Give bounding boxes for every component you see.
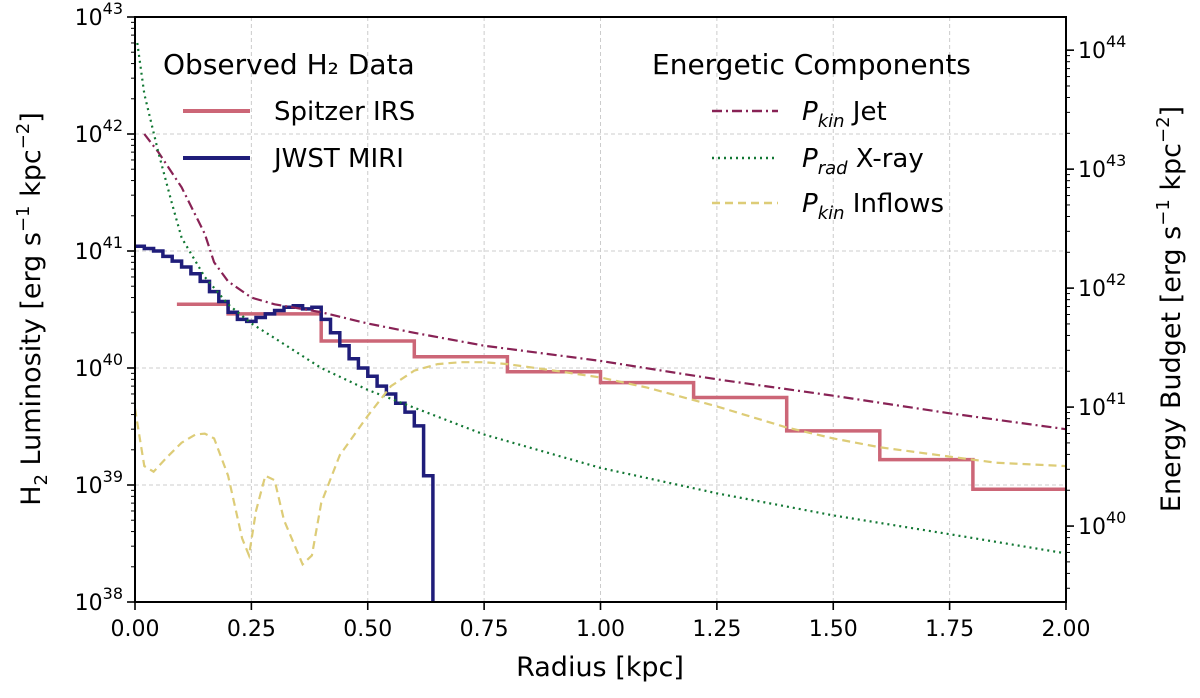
x-tick-label: 0.50	[343, 617, 392, 642]
legend-energetic: Energetic Components Pkin Jet Prad X-ray…	[652, 48, 971, 224]
y-left-tick-label: 1042	[75, 116, 123, 148]
legend-jet-label: Pkin Jet	[802, 97, 887, 132]
y-axis-right-label: Energy Budget [erg s−1 kpc−2]	[1153, 106, 1187, 512]
y-left-label-end: ]	[16, 112, 47, 123]
y-right-tick-label: 1044	[1078, 32, 1126, 64]
y-left-label-main: H	[16, 485, 47, 505]
x-tick-label: 1.50	[809, 617, 858, 642]
x-tick-label: 0.00	[111, 617, 160, 642]
x-axis-label: Radius [kpc]	[516, 652, 684, 683]
y-right-label-mid: kpc	[1156, 143, 1187, 199]
y-axis-left-label: H2 Luminosity [erg s−1 kpc−2]	[13, 112, 52, 506]
y-left-tick-label: 1043	[75, 0, 123, 31]
y-right-tick-label: 1043	[1078, 151, 1126, 183]
legend-observed: Observed H₂ Data Spitzer IRS JWST MIRI	[163, 48, 415, 174]
x-tick-label: 1.25	[692, 617, 741, 642]
series-jet	[143, 133, 1066, 431]
y-left-tick-label: 1040	[75, 350, 123, 382]
y-right-label-end: ]	[1156, 106, 1187, 117]
legend-observed-title: Observed H₂ Data	[163, 48, 415, 81]
y-left-label-sub: 2	[31, 474, 52, 485]
grid	[135, 17, 1066, 602]
legend-xray-label: Prad X-ray	[802, 144, 924, 179]
y-right-label-sup1: −1	[1153, 199, 1174, 226]
y-left-tick-label: 1041	[75, 233, 123, 265]
y-right-label-sup2: −2	[1153, 116, 1174, 143]
legend-spitzer-label: Spitzer IRS	[274, 97, 415, 127]
x-tick-label: 0.25	[227, 617, 276, 642]
legend-energetic-title: Energetic Components	[652, 48, 971, 81]
series-layer	[135, 42, 1066, 602]
series-jwst-miri	[135, 244, 435, 602]
y-right-tick-label: 1042	[1078, 270, 1126, 302]
series-inflows	[135, 361, 1066, 567]
x-tick-label: 1.00	[576, 617, 625, 642]
y-left-label-mid: kpc	[16, 149, 47, 205]
legend-inflows-label: Pkin Inflows	[802, 189, 944, 224]
x-tick-label: 1.75	[925, 617, 974, 642]
y-right-label-main: Energy Budget [erg s	[1156, 226, 1187, 512]
y-left-label-sup2: −2	[13, 123, 34, 150]
series-spitzer-irs	[176, 302, 1066, 491]
y-right-tick-label: 1040	[1078, 508, 1126, 540]
y-left-tick-label: 1038	[75, 584, 123, 616]
y-left-label-rest: Luminosity [erg s	[16, 232, 47, 474]
y-right-tick-label: 1041	[1078, 389, 1126, 421]
ticks-layer: 0.00 0.25 0.50 0.75 1.00 1.25 1.50 1.75 2.00 1038…	[75, 0, 1127, 642]
x-tick-label: 0.75	[460, 617, 509, 642]
y-left-label-sup1: −1	[13, 206, 34, 233]
x-tick-label: 2.00	[1042, 617, 1091, 642]
legend-jwst-label: JWST MIRI	[272, 144, 404, 174]
y-left-tick-label: 1039	[75, 467, 123, 499]
